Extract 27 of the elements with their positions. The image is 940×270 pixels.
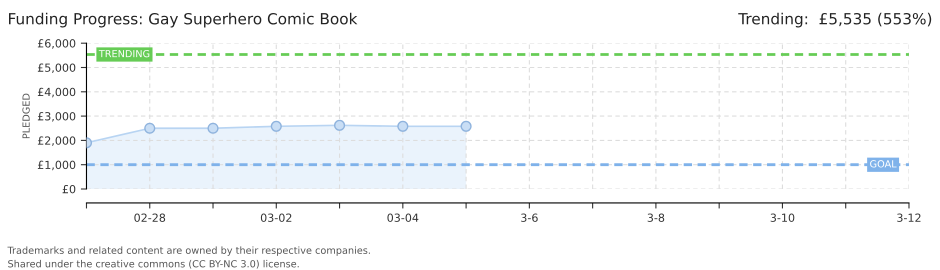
x-tick-label: 3-10 [770,214,794,222]
x-tick-label: 3-12 [897,214,920,222]
y-tick-label: £0 [62,184,76,194]
text: Trademarks and related content are owned by their respective companies. [7,246,370,256]
x-tick-label: 3-6 [521,214,538,222]
y-tick-label: £5,000 [38,63,76,74]
y-tick-label: £4,000 [38,88,76,98]
point [460,120,472,132]
text: Shared under the creative commons (CC BY-NC 3.0) license. [8,260,299,269]
chart-title: Funding Progress: Gay Superhero Comic Book [9,12,358,28]
x-tick-label: 03-04 [387,214,418,222]
y-tick-label: £2,000 [38,136,76,146]
point [144,122,156,134]
ref-line-label: TRENDING [98,50,150,58]
point [334,120,346,131]
chart-subtitle: Trending: £5,535 (553%) [738,12,932,28]
y-tick-label: £3,000 [38,112,76,122]
ref-line-label: GOAL [870,160,897,168]
y-tick-label: £1,000 [38,160,76,170]
point [207,122,219,134]
x-tick-label: 02-28 [134,214,166,222]
y-axis-title: PLEDGED [22,94,30,138]
point [270,120,282,132]
x-tick-label: 03-02 [260,214,292,222]
x-tick-label: 3-8 [648,214,664,222]
point [397,120,408,132]
y-tick-label: £6,000 [38,39,76,49]
